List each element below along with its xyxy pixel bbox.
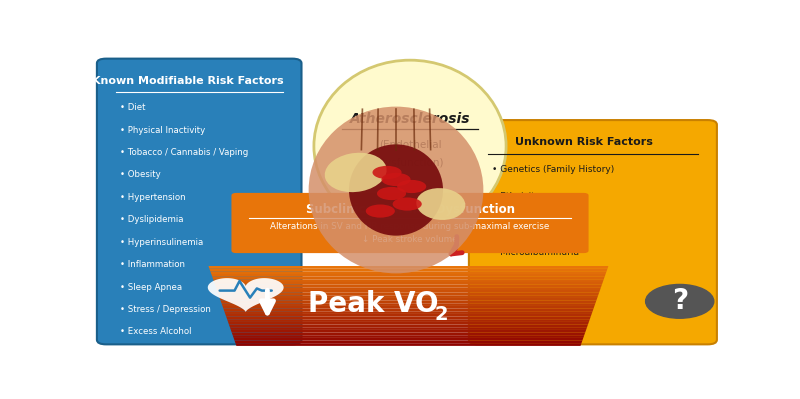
Polygon shape: [218, 295, 598, 298]
Polygon shape: [232, 333, 585, 335]
Text: Atherosclerosis: Atherosclerosis: [350, 112, 470, 126]
Circle shape: [646, 284, 714, 318]
Ellipse shape: [382, 173, 410, 186]
Polygon shape: [217, 290, 600, 292]
Polygon shape: [208, 278, 284, 312]
Text: • Hypertension: • Hypertension: [120, 193, 186, 202]
Text: • Inflammation: • Inflammation: [120, 260, 185, 269]
Ellipse shape: [325, 153, 386, 192]
Text: Peak VO: Peak VO: [308, 290, 438, 318]
Polygon shape: [213, 279, 604, 282]
Ellipse shape: [416, 188, 466, 220]
Ellipse shape: [309, 107, 483, 273]
Polygon shape: [210, 269, 607, 271]
Polygon shape: [221, 300, 596, 303]
Polygon shape: [218, 292, 599, 295]
Text: Unknown Risk Factors: Unknown Risk Factors: [514, 137, 653, 147]
Ellipse shape: [397, 180, 426, 193]
Text: • Obesity: • Obesity: [120, 170, 161, 180]
Polygon shape: [215, 284, 602, 287]
Ellipse shape: [366, 205, 395, 218]
Polygon shape: [230, 327, 587, 330]
Text: • Diet: • Diet: [120, 103, 146, 112]
Ellipse shape: [314, 60, 506, 232]
Polygon shape: [229, 325, 588, 327]
Text: ?: ?: [672, 287, 688, 315]
Polygon shape: [226, 314, 592, 316]
Polygon shape: [231, 330, 586, 333]
Text: Alterations in SV and HR response during sub-maximal exercise: Alterations in SV and HR response during…: [270, 222, 550, 231]
Text: • Hyperinsulinemia: • Hyperinsulinemia: [120, 238, 203, 247]
Text: • Tobacco / Cannabis / Vaping: • Tobacco / Cannabis / Vaping: [120, 148, 248, 157]
Polygon shape: [222, 306, 594, 308]
Text: 2: 2: [435, 305, 449, 324]
Text: Subclinical Cardiac Dysfunction: Subclinical Cardiac Dysfunction: [306, 203, 514, 216]
Polygon shape: [235, 343, 582, 346]
Ellipse shape: [377, 187, 406, 200]
Text: • Physical Inactivity: • Physical Inactivity: [120, 126, 205, 134]
Text: (Endothelial: (Endothelial: [378, 140, 442, 150]
Polygon shape: [223, 308, 594, 311]
Text: • Excess Alcohol: • Excess Alcohol: [120, 328, 191, 336]
Text: • Sex Differences: • Sex Differences: [492, 220, 571, 229]
Polygon shape: [216, 287, 601, 290]
Polygon shape: [234, 341, 582, 343]
Text: • Ethnicity: • Ethnicity: [492, 192, 540, 201]
Polygon shape: [224, 311, 593, 314]
Text: • Microalbuminuria: • Microalbuminuria: [492, 247, 579, 257]
Polygon shape: [222, 303, 595, 306]
Text: Dysfunction): Dysfunction): [377, 158, 443, 168]
Text: • Sleep Apnea: • Sleep Apnea: [120, 282, 182, 292]
Polygon shape: [210, 271, 606, 274]
Polygon shape: [220, 298, 598, 300]
Text: • Dyslipidemia: • Dyslipidemia: [120, 215, 183, 224]
Text: • Stress / Depression: • Stress / Depression: [120, 305, 210, 314]
Ellipse shape: [373, 166, 402, 179]
Polygon shape: [226, 316, 590, 319]
Text: • Genetics (Family History): • Genetics (Family History): [492, 165, 614, 174]
Polygon shape: [212, 277, 605, 279]
Polygon shape: [211, 274, 606, 277]
Ellipse shape: [349, 144, 443, 236]
Polygon shape: [233, 335, 584, 338]
FancyBboxPatch shape: [469, 120, 717, 344]
Ellipse shape: [393, 198, 422, 211]
FancyBboxPatch shape: [97, 59, 302, 344]
Polygon shape: [228, 322, 589, 325]
FancyBboxPatch shape: [231, 193, 589, 253]
Polygon shape: [214, 282, 603, 284]
Polygon shape: [209, 266, 609, 269]
Polygon shape: [227, 319, 590, 322]
Polygon shape: [234, 338, 583, 341]
Text: Known Modifiable Risk Factors: Known Modifiable Risk Factors: [92, 75, 284, 85]
Text: ↓ Peak stroke volume: ↓ Peak stroke volume: [362, 235, 458, 244]
